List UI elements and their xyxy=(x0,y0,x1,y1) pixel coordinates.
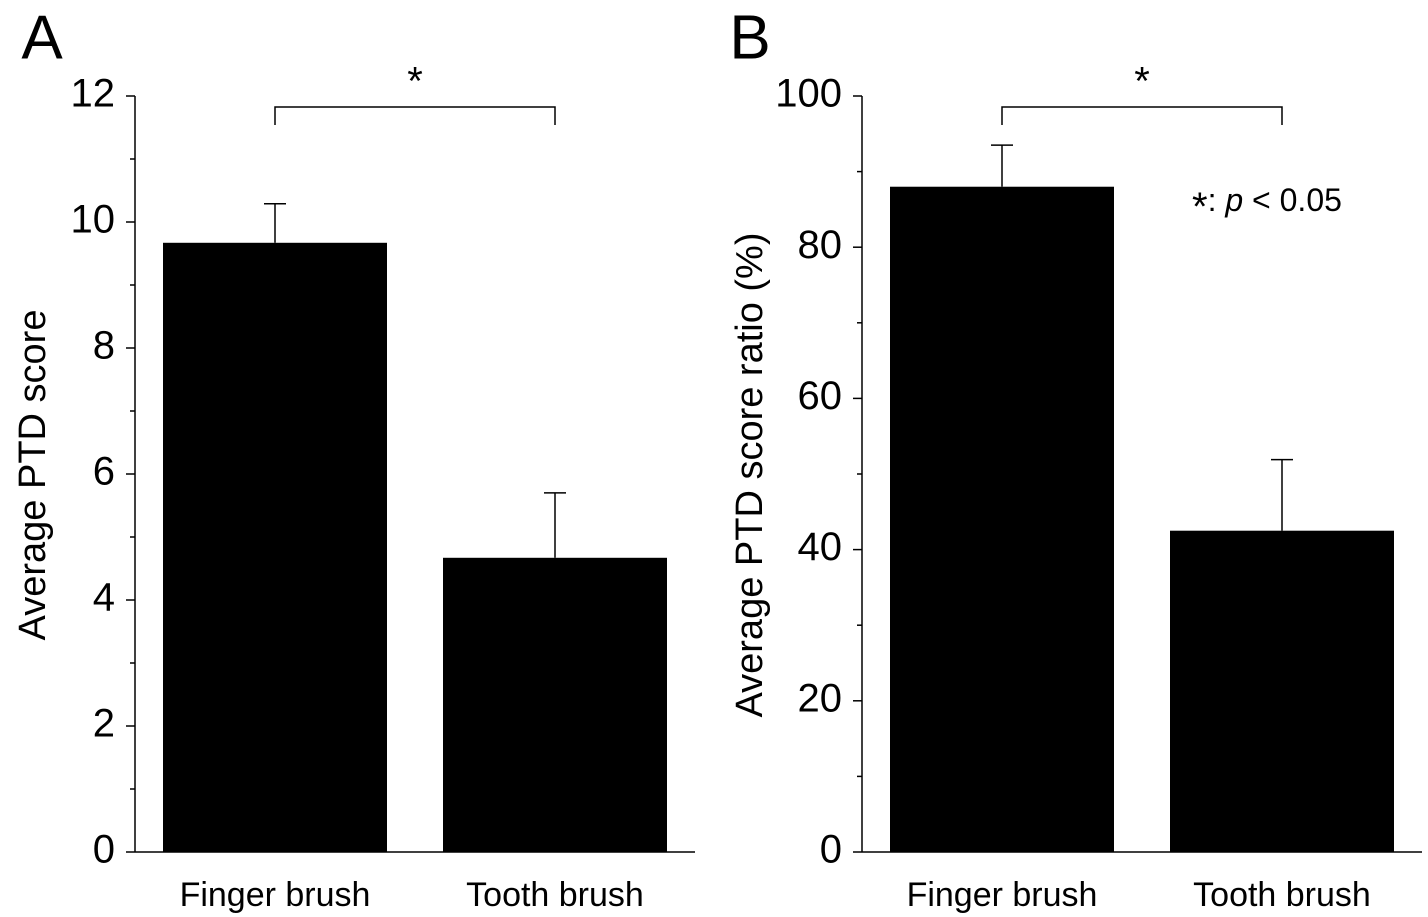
y-tick-label: 12 xyxy=(71,72,116,116)
bar xyxy=(443,557,667,852)
note: *: p < 0.05 xyxy=(1192,182,1342,228)
y-tick-label: 2 xyxy=(93,702,115,746)
x-tick-label: Finger brush xyxy=(180,876,371,914)
y-tick-label: 40 xyxy=(798,525,843,569)
note-part: < 0.05 xyxy=(1243,182,1342,218)
bar xyxy=(163,242,387,853)
y-tick-label: 60 xyxy=(798,374,843,418)
y-tick-label: 0 xyxy=(820,828,842,872)
y-tick-label: 6 xyxy=(93,450,115,494)
x-tick-label: Tooth brush xyxy=(466,876,644,914)
note-part: * xyxy=(1192,185,1208,229)
y-tick-label: 4 xyxy=(93,576,115,620)
significance-bracket xyxy=(274,106,556,125)
bar xyxy=(890,186,1114,853)
y-tick-label: 10 xyxy=(71,198,116,242)
x-tick-label: Tooth brush xyxy=(1193,876,1371,914)
bar xyxy=(1170,530,1394,852)
y-axis-label: Average PTD score xyxy=(12,310,54,641)
significance-bracket xyxy=(1001,106,1283,125)
note-part: p xyxy=(1224,182,1243,218)
y-tick-label: 80 xyxy=(798,223,843,267)
y-axis-label: Average PTD score ratio (%) xyxy=(729,232,771,717)
panel-label: B xyxy=(729,3,770,72)
x-tick-label: Finger brush xyxy=(907,876,1098,914)
y-tick-label: 0 xyxy=(93,828,115,872)
significance-mark: * xyxy=(407,60,423,104)
note-part: : xyxy=(1208,182,1226,218)
panel-label: A xyxy=(21,3,63,72)
significance-mark: * xyxy=(1134,60,1150,104)
y-tick-label: 20 xyxy=(798,676,843,720)
y-tick-label: 8 xyxy=(93,324,115,368)
y-tick-label: 100 xyxy=(775,72,842,116)
